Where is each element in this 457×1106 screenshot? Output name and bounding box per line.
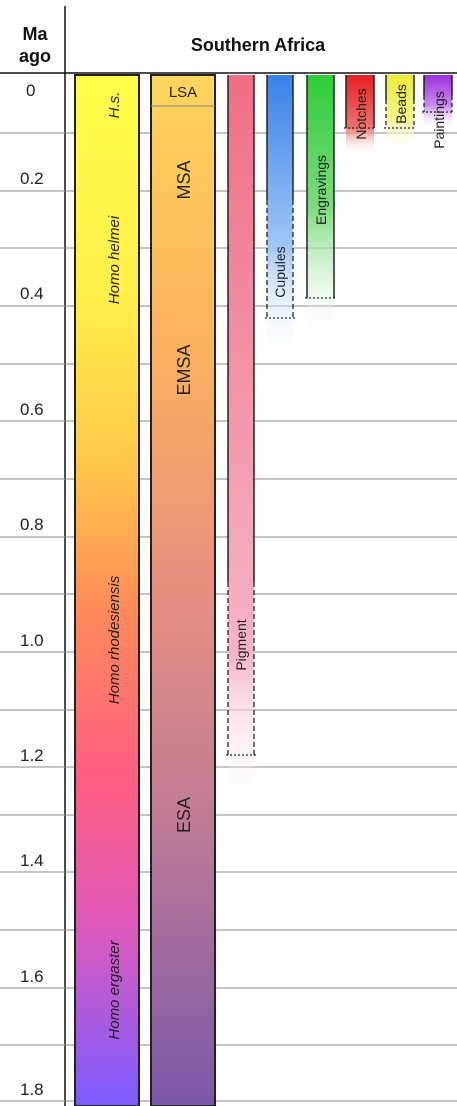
notches-bar: [346, 75, 374, 155]
engravings-bar: [307, 75, 334, 345]
paintings-label: Paintings: [431, 91, 447, 149]
tick-label-1-8: 1.8: [20, 1080, 44, 1099]
region-title: Southern Africa: [191, 35, 326, 55]
axis-title-ago: ago: [19, 46, 51, 66]
tick-label-1-0: 1.0: [20, 631, 44, 650]
species-label-hs: H.s.: [106, 92, 123, 119]
tick-label-0-6: 0.6: [20, 400, 44, 419]
engravings-label: Engravings: [313, 155, 329, 225]
industry-column: LSA MSA EMSA ESA: [150, 74, 216, 1106]
species-label-helmei: Homo helmei: [106, 215, 123, 304]
tick-label-1-4: 1.4: [20, 851, 44, 870]
artifact-paintings: Paintings: [422, 75, 454, 149]
tick-label-1-6: 1.6: [20, 967, 44, 986]
species-label-rhodesiensis: Homo rhodesiensis: [106, 575, 123, 704]
header: Ma ago Southern Africa: [19, 24, 326, 66]
pigment-bar: [228, 75, 254, 815]
industry-label-lsa: LSA: [169, 84, 197, 101]
tick-label-0: 0: [26, 81, 35, 100]
artifact-pigment: Pigment: [226, 75, 256, 815]
tick-label-0-8: 0.8: [20, 515, 44, 534]
artifact-cupules: Cupules: [265, 75, 295, 360]
notches-label: Notches: [353, 88, 369, 139]
industry-label-msa: MSA: [174, 160, 194, 199]
pigment-label: Pigment: [233, 619, 249, 670]
industry-label-esa: ESA: [174, 797, 194, 833]
cupules-label: Cupules: [272, 246, 288, 297]
paintings-bar: [424, 75, 452, 130]
beads-bar: [386, 75, 414, 150]
cupules-bar: [267, 75, 293, 360]
artifact-engravings: Engravings: [305, 75, 336, 345]
artifact-notches: Notches: [344, 75, 376, 155]
industry-label-emsa: EMSA: [174, 344, 194, 395]
artifact-columns: Pigment Cupules Engravings Notches: [226, 75, 454, 815]
species-column: H.s. Homo helmei Homo rhodesiensis Homo …: [74, 74, 140, 1106]
tick-label-0-2: 0.2: [20, 169, 44, 188]
species-bar: [74, 74, 140, 1106]
industry-bar: [150, 74, 216, 1106]
axis-title-ma: Ma: [22, 24, 48, 44]
artifact-beads: Beads: [384, 75, 416, 150]
tick-label-0-4: 0.4: [20, 284, 44, 303]
tick-labels: 0 0.2 0.4 0.6 0.8 1.0 1.2 1.4 1.6 1.8: [20, 81, 44, 1099]
species-label-ergaster: Homo ergaster: [106, 939, 123, 1039]
tick-label-1-2: 1.2: [20, 746, 44, 765]
beads-label: Beads: [393, 84, 409, 124]
